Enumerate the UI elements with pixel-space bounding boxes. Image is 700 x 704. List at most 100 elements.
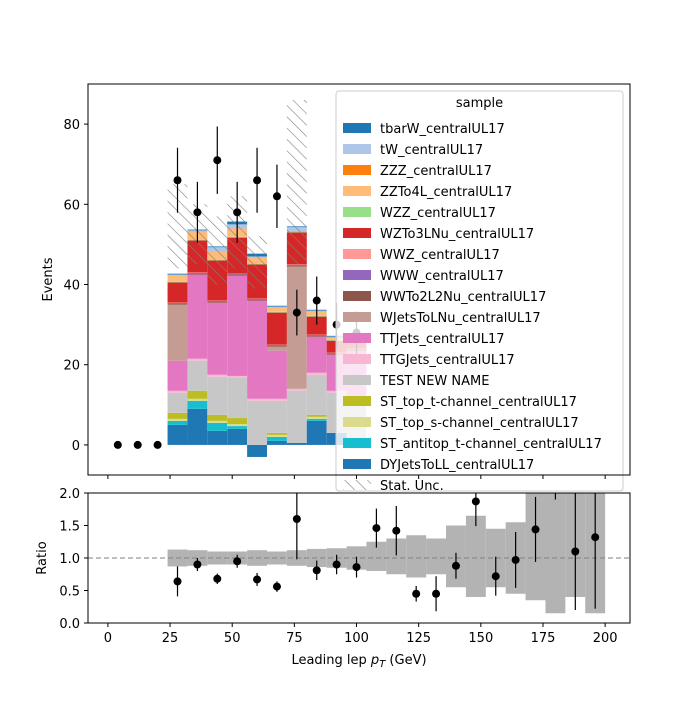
bar-segment [187, 401, 207, 409]
bar-segment [267, 308, 287, 312]
bar-segment [207, 303, 227, 375]
bar-segment [227, 378, 247, 418]
bar-segment [267, 433, 287, 435]
ratio-point [233, 557, 241, 565]
ratio-unc-segment [545, 493, 565, 613]
legend-label: WJetsToLNu_centralUL17 [380, 311, 541, 326]
ratio-unc-segment [406, 535, 426, 577]
bar-segment [227, 418, 247, 424]
bar-segment [307, 419, 327, 421]
bar-segment [187, 391, 207, 399]
ratio-point [253, 575, 261, 583]
bar-segment [307, 415, 327, 417]
legend-label: WWZ_centralUL17 [380, 248, 500, 263]
bar-segment [168, 276, 188, 282]
bar-segment [168, 391, 188, 393]
legend-swatch [343, 207, 371, 217]
bar-segment [227, 426, 247, 429]
bar-segment [168, 274, 188, 275]
bar-segment [267, 399, 287, 401]
bar-segment [168, 283, 188, 303]
bar-segment [227, 376, 247, 378]
bar-segment [247, 299, 267, 300]
x-tick-label: 50 [224, 631, 241, 646]
x-tick-label: 150 [468, 631, 493, 646]
legend-swatch [343, 312, 371, 322]
ratio-point [372, 524, 380, 532]
bar-segment [168, 421, 188, 425]
legend-label: WWTo2L2Nu_centralUL17 [380, 290, 546, 305]
bar-segment [267, 312, 287, 313]
y-axis-label: Events [41, 257, 56, 301]
bar-segment [267, 345, 287, 346]
legend-swatch [343, 249, 371, 259]
x-tick-label: 200 [593, 631, 618, 646]
ratio-point [313, 566, 321, 574]
ratio-point [333, 561, 341, 569]
legend-label: DYJetsToLL_centralUL17 [380, 458, 534, 473]
bar-segment [227, 274, 247, 275]
ratio-point [452, 562, 460, 570]
legend-swatch [343, 354, 371, 364]
legend-label: tW_centralUL17 [380, 143, 483, 158]
data-point [253, 176, 261, 184]
bar-segment [187, 359, 207, 361]
stat-unc-segment [247, 236, 267, 288]
data-point [273, 192, 281, 200]
bar-segment [247, 399, 267, 401]
bar-segment [227, 276, 247, 376]
ratio-y-tick-label: 0.0 [59, 617, 80, 632]
bar-segment [168, 361, 188, 391]
ratio-unc-segment [466, 516, 486, 597]
bar-segment [168, 393, 188, 413]
ratio-point [353, 563, 361, 571]
ratio-point [213, 575, 221, 583]
bar-segment [307, 375, 327, 415]
data-point [174, 176, 182, 184]
legend-label: ST_top_t-channel_centralUL17 [380, 395, 577, 410]
legend-label: tbarW_centralUL17 [380, 122, 505, 137]
ratio-y-tick-label: 1.0 [59, 552, 80, 567]
x-tick-label: 0 [104, 631, 112, 646]
y-tick-label: 40 [63, 279, 80, 294]
legend-label: WZTo3LNu_centralUL17 [380, 227, 534, 242]
bar-segment [267, 306, 287, 307]
legend-swatch [343, 396, 371, 406]
legend-label: TTGJets_centralUL17 [379, 353, 515, 368]
bar-segment [207, 377, 227, 415]
bar-segment [247, 401, 267, 445]
x-tick-label: 100 [344, 631, 369, 646]
bar-segment [287, 389, 307, 391]
bar-segment [168, 425, 188, 445]
bar-segment [267, 307, 287, 308]
bar-segment [207, 423, 227, 431]
legend-label: TEST NEW NAME [379, 374, 489, 389]
ratio-y-tick-label: 2.0 [59, 487, 80, 502]
bar-segment [307, 337, 327, 373]
ratio-point [412, 590, 420, 598]
legend-swatch [343, 228, 371, 238]
ratio-point [512, 556, 520, 564]
x-tick-label: 75 [286, 631, 303, 646]
x-tick-label: 125 [406, 631, 431, 646]
data-point [213, 156, 221, 164]
bar-segment [168, 419, 188, 421]
ratio-point [492, 572, 500, 580]
bar-segment [207, 375, 227, 377]
bar-segment [247, 445, 267, 457]
bar-segment [307, 335, 327, 336]
legend-label: TTJets_centralUL17 [379, 332, 505, 347]
bar-segment [187, 274, 207, 358]
legend-label: Stat. Unc. [380, 479, 444, 494]
bar-segment [207, 301, 227, 302]
bar-segment [267, 401, 287, 433]
ratio-point [532, 525, 540, 533]
legend-swatch-stat-unc [343, 480, 371, 490]
ratio-y-tick-label: 1.5 [59, 520, 80, 535]
bar-segment [287, 443, 307, 445]
x-axis-label: Leading lep pT (GeV) [291, 653, 426, 670]
ratio-point [392, 527, 400, 535]
bar-segment [267, 351, 287, 399]
